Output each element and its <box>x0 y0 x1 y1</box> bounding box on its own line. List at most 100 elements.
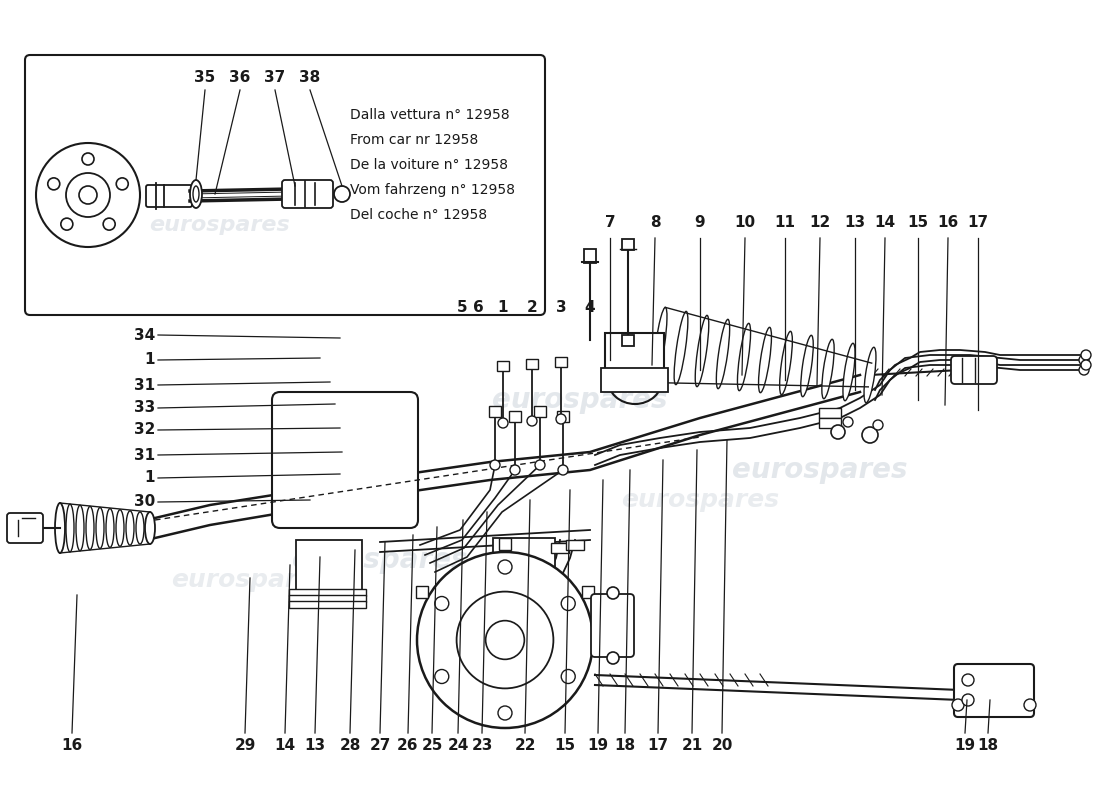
Ellipse shape <box>126 511 134 545</box>
Text: 34: 34 <box>134 327 155 342</box>
Text: 6: 6 <box>473 300 483 315</box>
Text: 5: 5 <box>456 300 468 315</box>
Circle shape <box>952 699 964 711</box>
Circle shape <box>490 460 500 470</box>
Ellipse shape <box>822 339 834 398</box>
FancyBboxPatch shape <box>497 361 509 371</box>
Circle shape <box>498 706 512 720</box>
FancyBboxPatch shape <box>526 359 538 369</box>
Circle shape <box>510 465 520 475</box>
FancyBboxPatch shape <box>416 586 428 598</box>
FancyBboxPatch shape <box>621 335 634 346</box>
FancyBboxPatch shape <box>591 594 634 657</box>
Ellipse shape <box>56 503 64 553</box>
Ellipse shape <box>653 307 667 382</box>
Text: 31: 31 <box>134 378 155 393</box>
FancyBboxPatch shape <box>289 589 366 596</box>
Text: 17: 17 <box>648 738 669 753</box>
Text: 32: 32 <box>133 422 155 438</box>
FancyBboxPatch shape <box>499 538 512 550</box>
Circle shape <box>1081 360 1091 370</box>
FancyBboxPatch shape <box>289 595 366 602</box>
Text: 26: 26 <box>397 738 419 753</box>
Circle shape <box>830 425 845 439</box>
Circle shape <box>962 694 974 706</box>
Text: 3: 3 <box>556 300 566 315</box>
Circle shape <box>873 420 883 430</box>
Circle shape <box>47 178 59 190</box>
Circle shape <box>434 597 449 610</box>
Text: 19: 19 <box>587 738 608 753</box>
Text: 1: 1 <box>144 470 155 486</box>
Ellipse shape <box>190 180 202 208</box>
Text: 25: 25 <box>421 738 442 753</box>
Circle shape <box>1079 365 1089 375</box>
Text: eurospares: eurospares <box>170 568 329 592</box>
Circle shape <box>561 597 575 610</box>
FancyBboxPatch shape <box>584 249 596 263</box>
Text: eurospares: eurospares <box>493 386 668 414</box>
Text: 18: 18 <box>615 738 636 753</box>
Text: 13: 13 <box>845 215 866 230</box>
Circle shape <box>334 186 350 202</box>
Circle shape <box>607 652 619 664</box>
Text: eurospares: eurospares <box>620 488 779 512</box>
Ellipse shape <box>96 507 104 549</box>
Ellipse shape <box>759 327 771 393</box>
Text: 15: 15 <box>554 738 575 753</box>
Ellipse shape <box>864 347 876 402</box>
Text: 30: 30 <box>134 494 155 510</box>
FancyBboxPatch shape <box>551 543 569 553</box>
Text: 16: 16 <box>937 215 958 230</box>
Circle shape <box>558 465 568 475</box>
Text: 14: 14 <box>874 215 895 230</box>
Ellipse shape <box>86 506 94 550</box>
Circle shape <box>607 587 619 599</box>
FancyBboxPatch shape <box>556 357 566 367</box>
Circle shape <box>36 143 140 247</box>
Ellipse shape <box>716 319 729 389</box>
FancyBboxPatch shape <box>582 586 594 598</box>
Text: Vom fahrzeng n° 12958: Vom fahrzeng n° 12958 <box>350 183 515 197</box>
Text: 29: 29 <box>234 738 255 753</box>
Circle shape <box>117 178 129 190</box>
FancyBboxPatch shape <box>282 180 333 208</box>
Text: 33: 33 <box>134 401 155 415</box>
Text: 18: 18 <box>978 738 999 753</box>
Text: Del coche n° 12958: Del coche n° 12958 <box>350 208 487 222</box>
Text: 19: 19 <box>955 738 976 753</box>
Text: 8: 8 <box>650 215 660 230</box>
Text: 20: 20 <box>712 738 733 753</box>
FancyBboxPatch shape <box>605 333 664 375</box>
FancyBboxPatch shape <box>289 601 366 608</box>
Text: From car nr 12958: From car nr 12958 <box>350 133 478 147</box>
Text: 21: 21 <box>681 738 703 753</box>
Ellipse shape <box>66 504 74 552</box>
FancyBboxPatch shape <box>272 392 418 528</box>
Text: 14: 14 <box>274 738 296 753</box>
Circle shape <box>417 552 593 728</box>
Circle shape <box>66 173 110 217</box>
FancyBboxPatch shape <box>952 356 997 384</box>
Circle shape <box>556 414 566 424</box>
FancyBboxPatch shape <box>820 418 842 428</box>
Circle shape <box>103 218 116 230</box>
FancyBboxPatch shape <box>490 406 500 417</box>
FancyBboxPatch shape <box>601 368 668 392</box>
Text: 13: 13 <box>305 738 326 753</box>
FancyBboxPatch shape <box>493 538 556 587</box>
Ellipse shape <box>116 510 124 546</box>
Text: 2: 2 <box>527 300 538 315</box>
Ellipse shape <box>801 335 813 397</box>
Circle shape <box>1024 699 1036 711</box>
Text: eurospares: eurospares <box>150 215 290 235</box>
Circle shape <box>1079 355 1089 365</box>
Circle shape <box>456 592 553 688</box>
Ellipse shape <box>674 311 688 385</box>
Text: 22: 22 <box>515 738 536 753</box>
Text: eurospares: eurospares <box>733 456 908 484</box>
Ellipse shape <box>843 343 855 401</box>
Ellipse shape <box>780 331 792 394</box>
FancyBboxPatch shape <box>486 584 560 591</box>
Circle shape <box>434 670 449 683</box>
